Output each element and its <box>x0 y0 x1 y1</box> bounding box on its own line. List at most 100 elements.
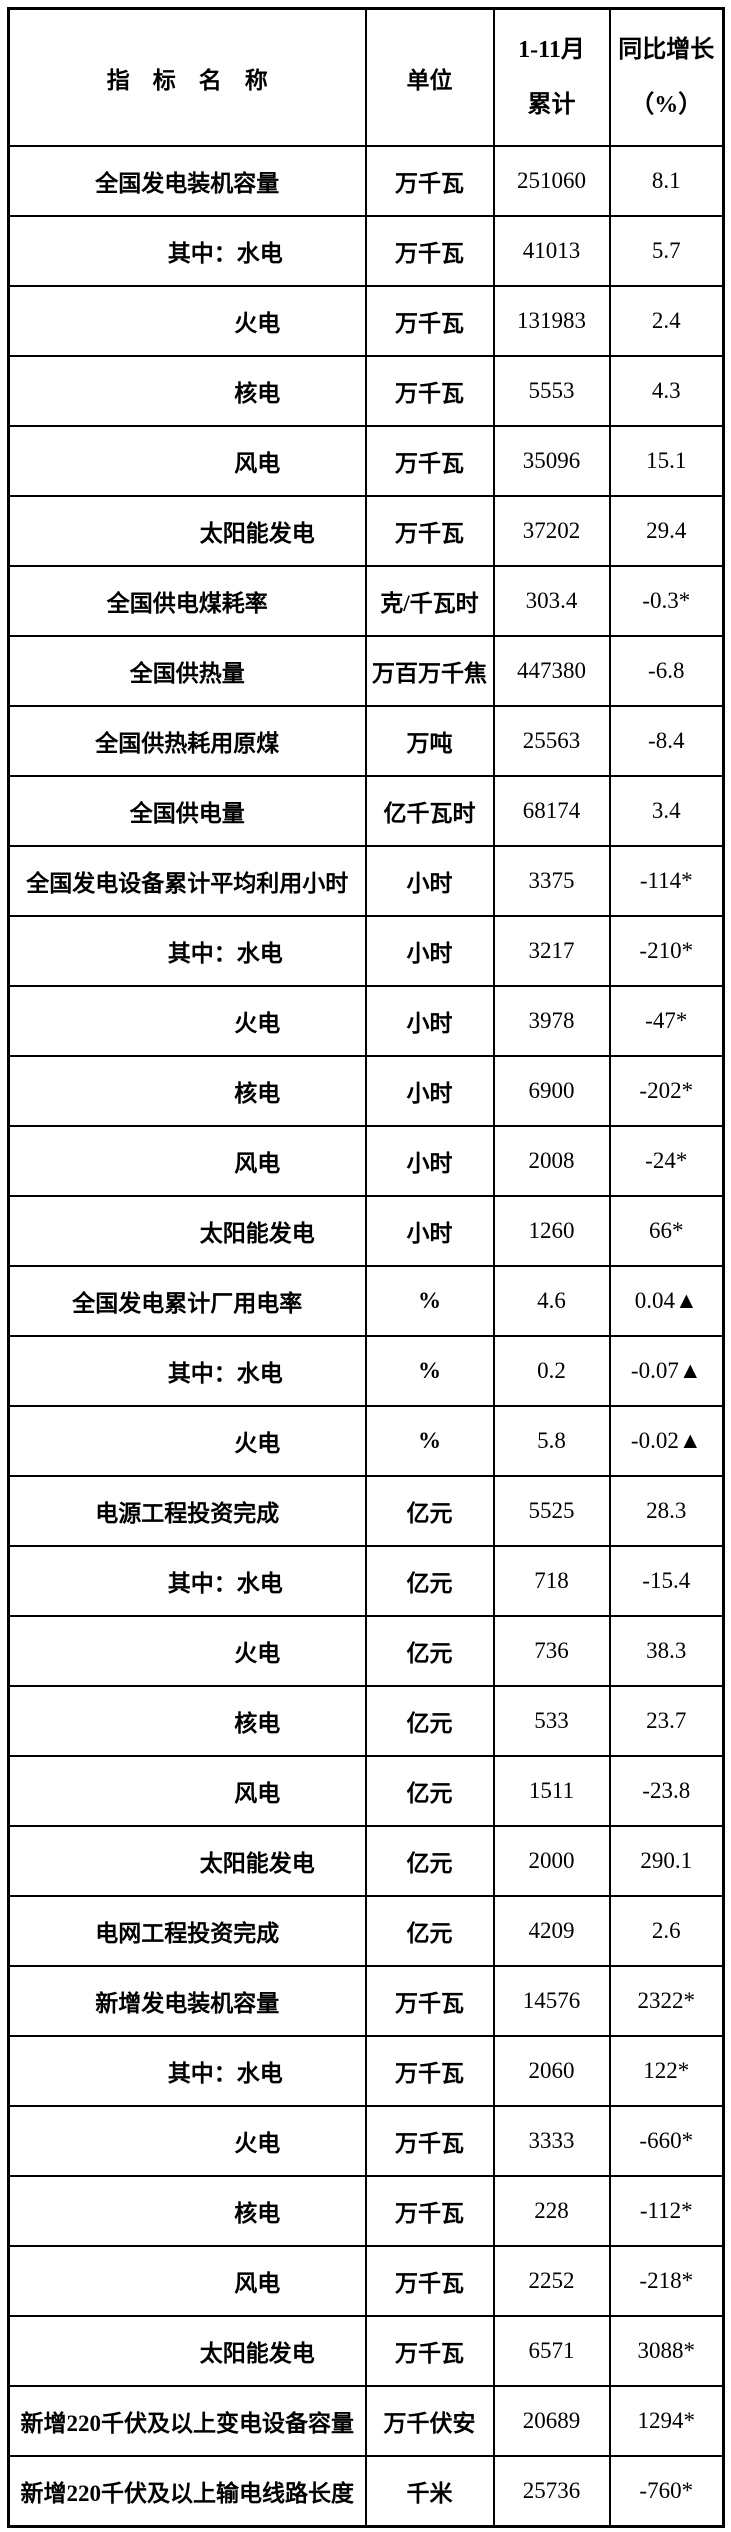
yoy-cell: 2.4 <box>608 285 725 357</box>
unit-cell: 亿千瓦时 <box>364 775 495 847</box>
yoy-cell: 38.3 <box>608 1615 725 1687</box>
value-cell: 5553 <box>492 355 611 427</box>
table-row: 风电 亿元 1511 -23.8 <box>7 1755 725 1827</box>
unit-cell: 万千瓦 <box>364 355 495 427</box>
table-row: 火电 万千瓦 131983 2.4 <box>7 285 725 357</box>
yoy-cell: -210* <box>608 915 725 987</box>
table-row: 其中：水电 % 0.2 -0.07▲ <box>7 1335 725 1407</box>
value-cell: 4.6 <box>492 1265 611 1337</box>
unit-cell: 亿元 <box>364 1615 495 1687</box>
indicator-name-cell: 火电 <box>7 285 367 357</box>
yoy-cell: 28.3 <box>608 1475 725 1547</box>
yoy-cell: 3088* <box>608 2315 725 2387</box>
unit-cell: 亿元 <box>364 1825 495 1897</box>
value-cell: 37202 <box>492 495 611 567</box>
value-cell: 6900 <box>492 1055 611 1127</box>
unit-cell: 小时 <box>364 915 495 987</box>
indicator-name-cell: 火电 <box>7 1615 367 1687</box>
header-period-line1: 1-11月 <box>518 37 585 63</box>
unit-cell: % <box>364 1265 495 1337</box>
indicator-name-cell: 其中：水电 <box>7 1545 367 1617</box>
indicator-name-cell: 全国供热耗用原煤 <box>7 705 367 777</box>
unit-cell: 万千瓦 <box>364 215 495 287</box>
table-row: 火电 小时 3978 -47* <box>7 985 725 1057</box>
indicator-name-cell: 风电 <box>7 425 367 497</box>
table-row: 电网工程投资完成 亿元 4209 2.6 <box>7 1895 725 1967</box>
yoy-cell: 290.1 <box>608 1825 725 1897</box>
indicator-name-cell: 其中：水电 <box>7 1335 367 1407</box>
yoy-cell: -0.3* <box>608 565 725 637</box>
indicator-name-cell: 其中：水电 <box>7 2035 367 2107</box>
indicator-name-cell: 火电 <box>7 985 367 1057</box>
header-yoy-line1: 同比增长 <box>618 37 715 63</box>
yoy-cell: -23.8 <box>608 1755 725 1827</box>
value-cell: 68174 <box>492 775 611 847</box>
yoy-cell: -660* <box>608 2105 725 2177</box>
yoy-cell: 4.3 <box>608 355 725 427</box>
table-row: 核电 亿元 533 23.7 <box>7 1685 725 1757</box>
table-row: 其中：水电 亿元 718 -15.4 <box>7 1545 725 1617</box>
unit-cell: 万千伏安 <box>364 2385 495 2457</box>
table-row: 核电 万千瓦 5553 4.3 <box>7 355 725 427</box>
unit-cell: % <box>364 1405 495 1477</box>
table-row: 新增220千伏及以上输电线路长度 千米 25736 -760* <box>7 2455 725 2527</box>
unit-cell: 万千瓦 <box>364 425 495 497</box>
yoy-cell: -0.07▲ <box>608 1335 725 1407</box>
table-row: 全国发电设备累计平均利用小时 小时 3375 -114* <box>7 845 725 917</box>
unit-cell: 小时 <box>364 1055 495 1127</box>
unit-cell: 万千瓦 <box>364 1965 495 2037</box>
value-cell: 2008 <box>492 1125 611 1197</box>
value-cell: 1260 <box>492 1195 611 1267</box>
table-row: 核电 万千瓦 228 -112* <box>7 2175 725 2247</box>
header-yoy: 同比增长 （%） <box>608 7 725 147</box>
indicator-name-cell: 风电 <box>7 1125 367 1197</box>
indicator-name-cell: 火电 <box>7 2105 367 2177</box>
indicator-name-cell: 核电 <box>7 1055 367 1127</box>
value-cell: 447380 <box>492 635 611 707</box>
value-cell: 251060 <box>492 145 611 217</box>
table-row: 火电 % 5.8 -0.02▲ <box>7 1405 725 1477</box>
indicator-name-cell: 太阳能发电 <box>7 1195 367 1267</box>
value-cell: 0.2 <box>492 1335 611 1407</box>
unit-cell: 万千瓦 <box>364 2315 495 2387</box>
indicator-name-cell: 全国发电装机容量 <box>7 145 367 217</box>
indicators-table: 指 标 名 称 单位 1-11月 累计 同比增长 （%） 全国发电装机容量 <box>7 7 725 2528</box>
value-cell: 35096 <box>492 425 611 497</box>
table-row: 核电 小时 6900 -202* <box>7 1055 725 1127</box>
value-cell: 533 <box>492 1685 611 1757</box>
value-cell: 303.4 <box>492 565 611 637</box>
unit-cell: 小时 <box>364 1125 495 1197</box>
yoy-cell: -112* <box>608 2175 725 2247</box>
value-cell: 5.8 <box>492 1405 611 1477</box>
table-row: 太阳能发电 万千瓦 6571 3088* <box>7 2315 725 2387</box>
value-cell: 2252 <box>492 2245 611 2317</box>
yoy-cell: 8.1 <box>608 145 725 217</box>
value-cell: 736 <box>492 1615 611 1687</box>
yoy-cell: -114* <box>608 845 725 917</box>
table-row: 全国供电煤耗率 克/千瓦时 303.4 -0.3* <box>7 565 725 637</box>
header-period-line2: 累计 <box>527 92 576 118</box>
unit-cell: 亿元 <box>364 1755 495 1827</box>
unit-cell: 万百万千焦 <box>364 635 495 707</box>
value-cell: 25736 <box>492 2455 611 2527</box>
table-row: 全国供热耗用原煤 万吨 25563 -8.4 <box>7 705 725 777</box>
unit-cell: 万千瓦 <box>364 2105 495 2177</box>
indicator-name-cell: 风电 <box>7 2245 367 2317</box>
indicator-name-cell: 全国供热量 <box>7 635 367 707</box>
table-row: 风电 万千瓦 2252 -218* <box>7 2245 725 2317</box>
yoy-cell: -218* <box>608 2245 725 2317</box>
value-cell: 3978 <box>492 985 611 1057</box>
indicator-name-cell: 核电 <box>7 355 367 427</box>
unit-cell: 小时 <box>364 1195 495 1267</box>
yoy-cell: -202* <box>608 1055 725 1127</box>
table-row: 太阳能发电 万千瓦 37202 29.4 <box>7 495 725 567</box>
value-cell: 5525 <box>492 1475 611 1547</box>
indicator-name-cell: 其中：水电 <box>7 915 367 987</box>
value-cell: 6571 <box>492 2315 611 2387</box>
unit-cell: 亿元 <box>364 1895 495 1967</box>
indicator-name-cell: 核电 <box>7 1685 367 1757</box>
indicator-name-cell: 电网工程投资完成 <box>7 1895 367 1967</box>
table-row: 太阳能发电 小时 1260 66* <box>7 1195 725 1267</box>
indicator-name-cell: 其中：水电 <box>7 215 367 287</box>
